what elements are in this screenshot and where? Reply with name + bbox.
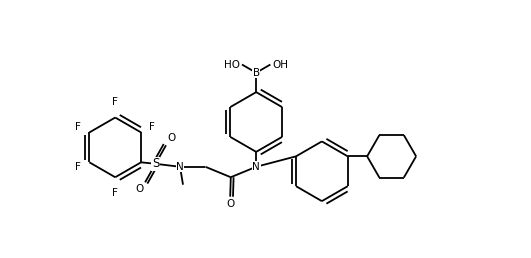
Text: F: F	[149, 122, 155, 132]
Text: B: B	[253, 68, 260, 78]
Text: O: O	[168, 133, 176, 143]
Text: N: N	[252, 162, 260, 172]
Text: S: S	[152, 157, 159, 170]
Text: O: O	[135, 184, 143, 194]
Text: N: N	[176, 162, 184, 172]
Text: F: F	[112, 97, 118, 107]
Text: F: F	[75, 122, 81, 132]
Text: OH: OH	[272, 60, 288, 69]
Text: F: F	[75, 163, 81, 172]
Text: HO: HO	[224, 60, 240, 69]
Text: F: F	[112, 188, 118, 198]
Text: O: O	[226, 198, 234, 208]
